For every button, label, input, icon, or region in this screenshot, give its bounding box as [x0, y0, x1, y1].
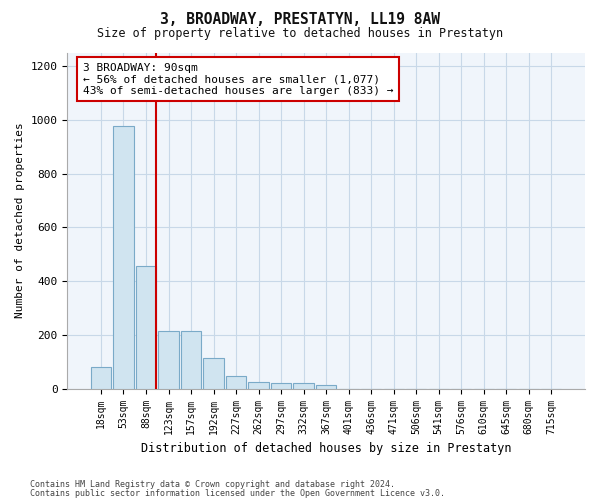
Bar — [203, 358, 224, 388]
Bar — [226, 376, 246, 388]
X-axis label: Distribution of detached houses by size in Prestatyn: Distribution of detached houses by size … — [141, 442, 511, 455]
Bar — [248, 382, 269, 388]
Bar — [158, 331, 179, 388]
Bar — [91, 367, 111, 388]
Text: Contains public sector information licensed under the Open Government Licence v3: Contains public sector information licen… — [30, 489, 445, 498]
Text: Contains HM Land Registry data © Crown copyright and database right 2024.: Contains HM Land Registry data © Crown c… — [30, 480, 395, 489]
Bar — [271, 383, 291, 388]
Y-axis label: Number of detached properties: Number of detached properties — [15, 122, 25, 318]
Bar — [316, 386, 336, 388]
Bar — [293, 384, 314, 388]
Bar — [136, 266, 156, 388]
Text: 3 BROADWAY: 90sqm
← 56% of detached houses are smaller (1,077)
43% of semi-detac: 3 BROADWAY: 90sqm ← 56% of detached hous… — [83, 62, 394, 96]
Bar — [181, 331, 201, 388]
Text: Size of property relative to detached houses in Prestatyn: Size of property relative to detached ho… — [97, 28, 503, 40]
Text: 3, BROADWAY, PRESTATYN, LL19 8AW: 3, BROADWAY, PRESTATYN, LL19 8AW — [160, 12, 440, 28]
Bar — [113, 126, 134, 388]
